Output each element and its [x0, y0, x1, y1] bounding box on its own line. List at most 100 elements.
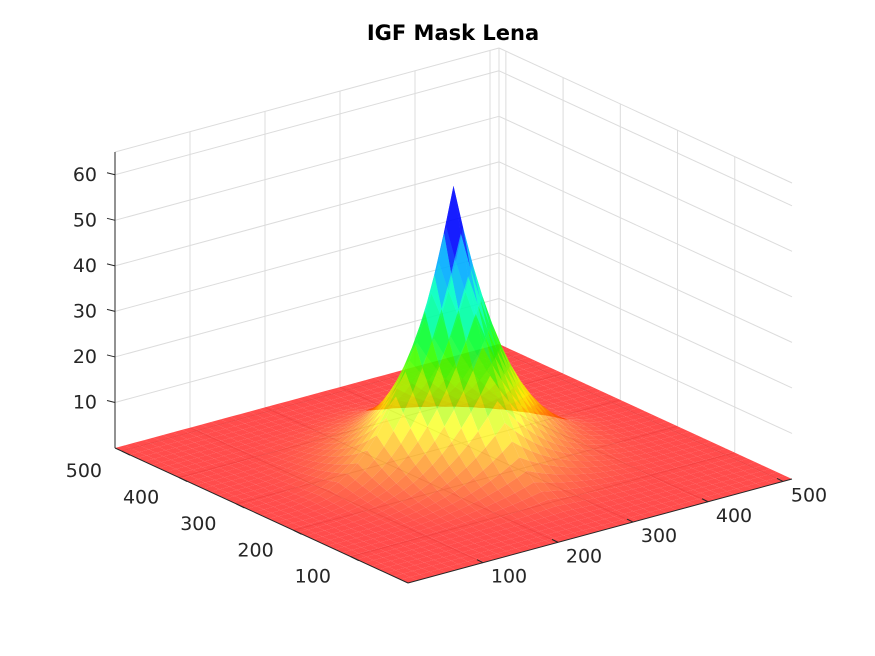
surface-patch — [518, 539, 536, 546]
surface-patch — [561, 429, 579, 439]
surface-patch — [621, 495, 638, 502]
surface-patch — [518, 412, 536, 435]
surface-patch — [442, 441, 460, 466]
surface-patch — [320, 456, 338, 464]
surface-patch — [670, 455, 688, 462]
surface-patch — [177, 439, 195, 446]
surface-patch — [319, 405, 337, 412]
surface-patch — [598, 439, 615, 445]
surface-patch — [639, 447, 657, 454]
surface-patch — [404, 520, 422, 528]
surface-patch — [315, 449, 333, 456]
surface-patch — [587, 403, 605, 409]
surface-patch — [266, 409, 284, 416]
surface-patch — [421, 520, 439, 528]
surface-patch — [260, 468, 278, 476]
surface-patch — [581, 455, 599, 462]
surface-patch — [567, 467, 585, 475]
surface-patch — [249, 500, 266, 507]
surface-patch — [379, 476, 397, 491]
surface-patch — [355, 380, 372, 387]
surface-patch — [318, 443, 335, 450]
surface-patch — [575, 500, 593, 508]
surface-patch — [543, 382, 561, 389]
surface-patch — [363, 403, 381, 421]
surface-patch — [234, 493, 252, 500]
surface-patch — [641, 441, 659, 448]
chart-title: IGF Mask Lena — [367, 21, 539, 45]
surface-patch — [535, 407, 553, 425]
surface-patch — [614, 442, 632, 448]
surface-patch — [238, 438, 255, 445]
surface-patch — [310, 521, 327, 528]
surface-patch — [389, 511, 407, 520]
z-tick-label: 40 — [73, 255, 97, 277]
surface-patch — [554, 421, 572, 433]
surface-patch — [202, 464, 220, 471]
surface-patch — [221, 438, 238, 444]
surface-patch — [580, 511, 598, 518]
surface-patch — [398, 343, 416, 386]
surface-patch — [564, 446, 582, 455]
surface-patch — [515, 523, 533, 531]
surface-patch — [512, 441, 529, 461]
surface-patch — [652, 503, 670, 510]
surface-patch — [417, 426, 435, 454]
surface-patch — [396, 474, 414, 491]
surface-patch — [226, 447, 244, 454]
surface-patch — [277, 490, 295, 498]
surface-patch — [670, 434, 688, 441]
surface-patch — [634, 459, 652, 465]
surface-patch — [399, 507, 417, 516]
surface-patch — [326, 521, 344, 528]
surface-patch — [657, 421, 675, 428]
surface-patch — [430, 474, 448, 491]
surface-patch — [574, 448, 592, 456]
surface-patch — [523, 366, 541, 373]
surface-patch — [485, 336, 502, 381]
surface-patch — [322, 432, 340, 438]
surface-patch — [254, 418, 272, 425]
surface-patch — [643, 414, 661, 421]
surface-patch — [272, 459, 290, 466]
surface-patch — [421, 544, 439, 551]
surface-patch — [264, 415, 281, 422]
surface-patch — [685, 462, 703, 469]
surface-patch — [173, 451, 190, 458]
surface-patch — [637, 496, 655, 503]
surface-patch — [649, 466, 667, 473]
surface-patch — [502, 441, 520, 466]
y-tick-label: 200 — [237, 539, 273, 561]
surface-patch — [235, 444, 253, 451]
surface-patch — [537, 534, 555, 541]
surface-patch — [297, 482, 314, 490]
surface-patch — [680, 474, 698, 481]
surface-patch — [304, 485, 322, 493]
surface-patch — [310, 442, 328, 449]
x-tick-mark — [776, 477, 784, 482]
surface-patch — [435, 528, 453, 536]
surface-patch — [511, 394, 529, 422]
surface-patch — [626, 434, 644, 441]
surface-patch — [687, 435, 705, 442]
surface-patch — [200, 470, 218, 477]
surface-patch — [602, 429, 620, 435]
surface-patch — [411, 490, 428, 503]
surface-patch — [243, 447, 260, 454]
surface-patch — [288, 438, 306, 444]
surface-patch — [382, 506, 400, 516]
surface-patch — [369, 484, 387, 497]
surface-patch — [326, 388, 344, 395]
surface-patch — [629, 429, 646, 435]
surface-patch — [495, 497, 513, 509]
surface-patch — [739, 480, 756, 486]
surface-patch — [643, 436, 661, 442]
surface-patch — [303, 441, 321, 448]
surface-patch — [577, 405, 595, 412]
surface-patch — [611, 407, 629, 414]
surface-patch — [441, 273, 459, 340]
surface-patch — [583, 430, 601, 436]
surface-patch — [354, 415, 372, 429]
surface-patch — [745, 462, 763, 469]
surface-patch — [356, 535, 374, 542]
